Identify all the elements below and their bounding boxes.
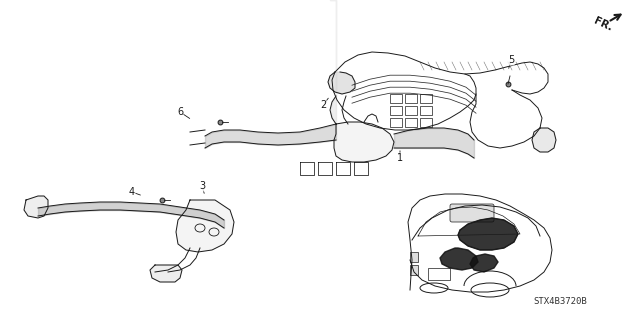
Polygon shape <box>24 196 48 218</box>
Polygon shape <box>470 254 498 272</box>
Text: FR.: FR. <box>592 15 614 33</box>
Polygon shape <box>150 265 182 282</box>
Text: 3: 3 <box>199 181 205 191</box>
Bar <box>405 118 417 127</box>
Bar <box>410 265 418 275</box>
Polygon shape <box>532 128 556 152</box>
Bar <box>420 94 432 103</box>
Polygon shape <box>328 72 355 94</box>
Text: 6: 6 <box>177 107 183 117</box>
Bar <box>405 94 417 103</box>
Bar <box>390 94 402 103</box>
Bar <box>420 118 432 127</box>
Bar <box>390 118 402 127</box>
Polygon shape <box>334 122 394 162</box>
Text: 1: 1 <box>397 153 403 163</box>
Bar <box>405 106 417 115</box>
Bar <box>390 106 402 115</box>
Text: STX4B3720B: STX4B3720B <box>533 298 587 307</box>
Text: 2: 2 <box>320 100 326 110</box>
Text: 4: 4 <box>129 187 135 197</box>
FancyBboxPatch shape <box>450 204 494 222</box>
Text: 5: 5 <box>508 55 514 65</box>
Bar <box>410 252 418 262</box>
Polygon shape <box>176 200 234 252</box>
Bar <box>428 268 450 280</box>
Bar <box>420 106 432 115</box>
Polygon shape <box>458 218 518 250</box>
Polygon shape <box>440 248 478 270</box>
